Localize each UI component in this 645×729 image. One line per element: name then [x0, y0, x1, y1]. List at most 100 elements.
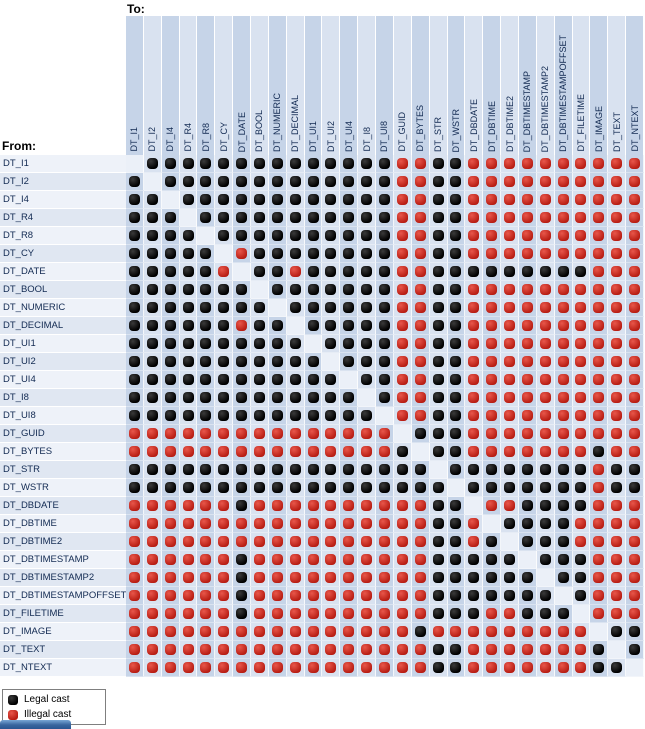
col-header-DT_I4: DT_I4	[161, 16, 180, 155]
cell-DT_DBTIME2-to-DT_UI4	[340, 533, 359, 551]
illegal-cast-dot-icon	[629, 554, 641, 565]
cell-DT_UI2-to-DT_UI2	[322, 353, 341, 371]
cell-DT_R8-to-DT_NUMERIC	[268, 227, 287, 245]
illegal-cast-dot-icon	[629, 266, 641, 277]
illegal-cast-dot-icon	[361, 446, 373, 457]
cell-DT_I4-to-DT_DBTIMESTAMPOFFSET	[554, 191, 573, 209]
cell-DT_DBTIMESTAMP2-to-DT_WSTR	[447, 569, 466, 587]
legal-cast-dot-icon	[343, 356, 355, 367]
row-label-DT_R4: DT_R4	[0, 209, 126, 227]
cell-DT_I4-to-DT_I8	[358, 191, 377, 209]
col-header-DT_NTEXT: DT_NTEXT	[626, 16, 644, 155]
cell-DT_STR-to-DT_UI1	[304, 461, 323, 479]
illegal-cast-dot-icon	[414, 608, 426, 619]
illegal-cast-dot-icon	[271, 626, 283, 637]
cell-DT_STR-to-DT_NUMERIC	[268, 461, 287, 479]
cell-DT_DBTIMESTAMP2-to-DT_DATE	[233, 569, 252, 587]
legal-cast-dot-icon	[325, 230, 337, 241]
illegal-cast-dot-icon	[521, 356, 533, 367]
cell-DT_IMAGE-to-DT_I8	[358, 623, 377, 641]
illegal-cast-dot-icon	[307, 428, 319, 439]
cell-DT_DBTIMESTAMP-to-DT_R8	[197, 551, 216, 569]
cell-DT_IMAGE-to-DT_UI4	[340, 623, 359, 641]
illegal-cast-dot-icon	[468, 194, 480, 205]
cell-DT_I2-to-DT_DBTIMESTAMPOFFSET	[554, 173, 573, 191]
cell-DT_DATE-to-DT_NTEXT	[626, 263, 644, 281]
illegal-cast-dot-icon	[468, 158, 480, 169]
cell-DT_TEXT-to-DT_I2	[143, 641, 162, 659]
illegal-cast-dot-icon	[307, 626, 319, 637]
legal-cast-dot-icon	[325, 302, 337, 313]
illegal-cast-dot-icon	[504, 446, 516, 457]
col-header-label: DT_I2	[147, 127, 158, 152]
cell-DT_UI1-to-DT_DBTIME2	[501, 335, 519, 353]
illegal-cast-dot-icon	[164, 572, 176, 583]
col-header-label: DT_IMAGE	[593, 105, 604, 152]
legal-cast-dot-icon	[468, 482, 480, 493]
illegal-cast-dot-icon	[611, 302, 623, 313]
illegal-cast-dot-icon	[182, 554, 194, 565]
cell-DT_UI4-to-DT_R8	[197, 371, 216, 389]
illegal-cast-dot-icon	[396, 392, 408, 403]
cell-DT_DBTIMESTAMPOFFSET-to-DT_DBDATE	[465, 587, 484, 605]
legal-cast-dot-icon	[450, 500, 462, 511]
cell-DT_BOOL-to-DT_I8	[358, 281, 377, 299]
illegal-cast-dot-icon	[575, 626, 587, 637]
legal-cast-dot-icon	[307, 284, 319, 295]
illegal-cast-dot-icon	[396, 158, 408, 169]
legal-cast-dot-icon	[432, 302, 444, 313]
legal-cast-dot-icon	[289, 284, 301, 295]
illegal-cast-dot-icon	[253, 536, 265, 547]
cell-DT_STR-to-DT_I2	[143, 461, 162, 479]
illegal-cast-dot-icon	[128, 536, 140, 547]
illegal-cast-dot-icon	[146, 446, 158, 457]
legal-cast-dot-icon	[146, 266, 158, 277]
cell-DT_FILETIME-to-DT_BOOL	[251, 605, 269, 623]
legal-cast-dot-icon	[200, 302, 212, 313]
cell-DT_DBTIMESTAMPOFFSET-to-DT_GUID	[393, 587, 412, 605]
cell-DT_NUMERIC-to-DT_GUID	[393, 299, 412, 317]
illegal-cast-dot-icon	[182, 590, 194, 601]
cell-DT_DBTIMESTAMP-to-DT_I8	[358, 551, 377, 569]
col-header-DT_DATE: DT_DATE	[233, 16, 252, 155]
illegal-cast-dot-icon	[575, 176, 587, 187]
cell-DT_UI4-to-DT_FILETIME	[572, 371, 591, 389]
cell-DT_FILETIME-to-DT_UI2	[322, 605, 341, 623]
legal-cast-dot-icon	[164, 266, 176, 277]
illegal-cast-dot-icon	[164, 428, 176, 439]
cell-DT_UI2-to-DT_STR	[429, 353, 448, 371]
cell-DT_WSTR-to-DT_DECIMAL	[286, 479, 305, 497]
illegal-cast-dot-icon	[629, 608, 641, 619]
cell-DT_NUMERIC-to-DT_I8	[358, 299, 377, 317]
illegal-cast-dot-icon	[593, 572, 605, 583]
legal-cast-dot-icon	[164, 374, 176, 385]
cell-DT_R8-to-DT_I8	[358, 227, 377, 245]
illegal-cast-dot-icon	[414, 572, 426, 583]
illegal-cast-dot-icon	[593, 356, 605, 367]
cell-DT_DBTIMESTAMPOFFSET-to-DT_I8	[358, 587, 377, 605]
legal-cast-dot-icon	[593, 662, 605, 673]
illegal-cast-dot-icon	[468, 320, 480, 331]
legal-cast-dot-icon	[575, 554, 587, 565]
legal-cast-dot-icon	[307, 212, 319, 223]
illegal-cast-dot-icon	[557, 644, 569, 655]
cell-DT_GUID-to-DT_IMAGE	[590, 425, 609, 443]
cell-DT_UI4-to-DT_R4	[179, 371, 198, 389]
cell-DT_I1-to-DT_CY	[215, 155, 234, 173]
legal-cast-dot-icon	[200, 356, 212, 367]
cell-DT_I8-to-DT_DATE	[233, 389, 252, 407]
cell-DT_GUID-to-DT_DECIMAL	[286, 425, 305, 443]
legal-cast-dot-icon	[361, 302, 373, 313]
cell-DT_WSTR-to-DT_BYTES	[411, 479, 430, 497]
legal-cast-dot-icon	[182, 194, 194, 205]
cell-DT_WSTR-to-DT_BOOL	[251, 479, 269, 497]
illegal-cast-dot-icon	[164, 626, 176, 637]
legal-cast-dot-icon	[200, 482, 212, 493]
cell-DT_DBTIMESTAMP-to-DT_I2	[143, 551, 162, 569]
cell-DT_I8-to-DT_DBTIMESTAMP	[518, 389, 537, 407]
illegal-cast-dot-icon	[629, 338, 641, 349]
cell-DT_GUID-to-DT_NTEXT	[626, 425, 644, 443]
legal-cast-dot-icon	[343, 302, 355, 313]
illegal-cast-dot-icon	[396, 410, 408, 421]
cell-DT_BOOL-to-DT_NTEXT	[626, 281, 644, 299]
